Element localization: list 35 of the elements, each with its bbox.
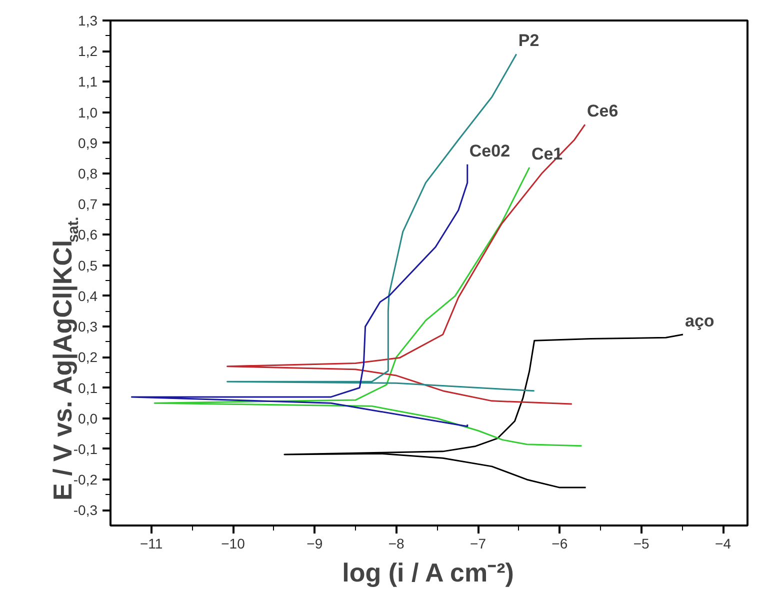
series-label: Ce02 xyxy=(469,141,510,160)
y-tick-label: 0,2 xyxy=(78,349,98,366)
x-tick-label: −4 xyxy=(715,536,732,552)
y-tick-label: 0,3 xyxy=(78,318,98,335)
x-tick-label: −5 xyxy=(633,536,650,552)
line-series xyxy=(130,164,468,428)
line-series xyxy=(154,166,582,447)
series-label: Ce1 xyxy=(531,144,563,164)
series-label: P2 xyxy=(518,31,540,50)
y-tick-label: 1,0 xyxy=(78,104,98,120)
x-tick-label: −10 xyxy=(221,536,246,552)
y-tick-label: 0,8 xyxy=(78,166,98,182)
x-tick-label: −9 xyxy=(306,536,323,552)
y-tick-label: 1,2 xyxy=(78,43,98,60)
line-series xyxy=(284,334,684,488)
x-tick-label: −6 xyxy=(552,536,568,552)
y-tick-label: 1,3 xyxy=(78,12,98,28)
series-label: Ce6 xyxy=(586,102,618,121)
x-axis-title: log (i / A cm⁻²) xyxy=(342,558,514,588)
y-tick-label: 0,6 xyxy=(78,226,98,243)
x-tick-label: −11 xyxy=(140,536,163,552)
y-tick-label: 1,1 xyxy=(78,74,98,90)
y-tick-label: 0,9 xyxy=(78,134,98,151)
series-label: aço xyxy=(684,312,714,331)
y-tick-label: -0,3 xyxy=(73,502,98,518)
y-tick-label: 0,0 xyxy=(78,410,98,426)
y-tick-label: 0,5 xyxy=(78,257,98,274)
y-tick-label: 0,7 xyxy=(78,196,98,212)
x-tick-label: −7 xyxy=(470,536,486,552)
y-tick-label: -0,2 xyxy=(73,472,98,488)
y-tick-label: 0,4 xyxy=(78,288,98,304)
x-tick-label: −8 xyxy=(388,536,405,552)
line-series xyxy=(226,124,586,405)
y-tick-label: 0,1 xyxy=(78,380,98,396)
y-tick-label: -0,1 xyxy=(73,440,98,457)
